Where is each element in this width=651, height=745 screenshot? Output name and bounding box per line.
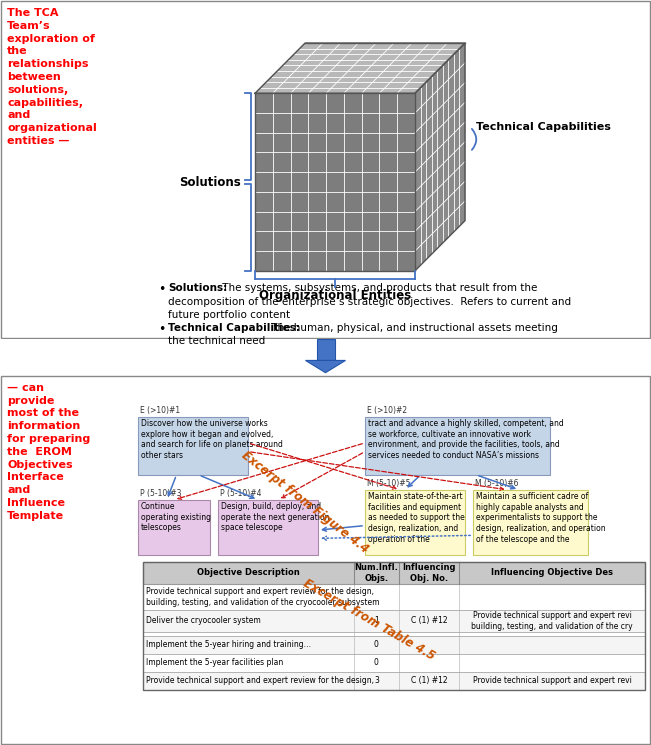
Text: M (5-10)#5: M (5-10)#5 <box>367 479 411 488</box>
Text: Implement the 5-year hiring and training…: Implement the 5-year hiring and training… <box>146 641 311 650</box>
Text: Implement the 5-year facilities plan: Implement the 5-year facilities plan <box>146 659 283 668</box>
Text: E (>10)#2: E (>10)#2 <box>367 406 407 415</box>
FancyBboxPatch shape <box>365 416 550 475</box>
Polygon shape <box>316 339 335 361</box>
Polygon shape <box>415 43 465 270</box>
Text: C (1) #12: C (1) #12 <box>411 616 447 625</box>
Polygon shape <box>305 361 346 372</box>
Polygon shape <box>255 43 465 93</box>
Text: Provide technical support and expert revi: Provide technical support and expert rev… <box>473 676 631 685</box>
Text: Excerpt from Figure 4.4: Excerpt from Figure 4.4 <box>239 448 371 555</box>
Text: The human, physical, and instructional assets meeting: The human, physical, and instructional a… <box>268 323 558 333</box>
Text: M (5-10)#6: M (5-10)#6 <box>475 479 518 488</box>
Text: Num.Infl.
Objs.: Num.Infl. Objs. <box>355 563 398 583</box>
Text: — can
provide
most of the
information
for preparing
the  EROM
Objectives
Interfa: — can provide most of the information fo… <box>7 383 90 521</box>
Text: Organizational Entities: Organizational Entities <box>259 289 411 302</box>
Text: The systems, subsystems, and products that result from the: The systems, subsystems, and products th… <box>219 283 537 293</box>
FancyBboxPatch shape <box>365 489 465 555</box>
Text: E (>10)#1: E (>10)#1 <box>140 406 180 415</box>
FancyBboxPatch shape <box>1 1 650 338</box>
Text: Technical Capabilities:: Technical Capabilities: <box>168 323 300 333</box>
FancyBboxPatch shape <box>143 562 645 584</box>
FancyBboxPatch shape <box>143 672 645 690</box>
Text: Provide technical support and expert revi
building, testing, and validation of t: Provide technical support and expert rev… <box>471 611 633 630</box>
Polygon shape <box>255 93 415 270</box>
FancyBboxPatch shape <box>143 636 645 654</box>
FancyBboxPatch shape <box>143 632 645 636</box>
Text: Deliver the cryocooler system: Deliver the cryocooler system <box>146 616 261 625</box>
Text: P (5-10)#3: P (5-10)#3 <box>140 489 182 498</box>
Text: Objective Description: Objective Description <box>197 568 300 577</box>
Text: Design, build, deploy, and
operate the next generation
space telescope: Design, build, deploy, and operate the n… <box>221 502 329 533</box>
Text: C (1) #12: C (1) #12 <box>411 676 447 685</box>
Text: Provide technical support and expert review for the design,: Provide technical support and expert rev… <box>146 676 374 685</box>
Text: Solutions:: Solutions: <box>168 283 227 293</box>
Text: 1: 1 <box>374 616 379 625</box>
FancyBboxPatch shape <box>143 654 645 672</box>
FancyBboxPatch shape <box>143 584 645 610</box>
Text: 3: 3 <box>374 676 379 685</box>
Text: Influencing
Obj. No.: Influencing Obj. No. <box>402 563 456 583</box>
FancyBboxPatch shape <box>1 375 650 744</box>
Text: Technical Capabilities: Technical Capabilities <box>476 122 611 132</box>
Text: Provide technical support and expert review for the design,
building, testing, a: Provide technical support and expert rev… <box>146 587 380 606</box>
Text: Maintain a sufficient cadre of
highly capable analysts and
experimentalists to s: Maintain a sufficient cadre of highly ca… <box>476 492 605 544</box>
Text: tract and advance a highly skilled, competent, and
se workforce, cultivate an in: tract and advance a highly skilled, comp… <box>368 419 564 460</box>
Text: future portfolio content: future portfolio content <box>168 310 290 320</box>
FancyBboxPatch shape <box>138 500 210 555</box>
Text: Solutions: Solutions <box>179 176 241 188</box>
Text: P (5-10)#4: P (5-10)#4 <box>220 489 262 498</box>
Text: Discover how the universe works
explore how it began and evolved,
and search for: Discover how the universe works explore … <box>141 419 283 460</box>
Text: Continue
operating existing
telescopes: Continue operating existing telescopes <box>141 502 211 533</box>
Text: Excerpt from Table 4.5: Excerpt from Table 4.5 <box>301 577 437 662</box>
Text: decomposition of the enterprise’s strategic objectives.  Refers to current and: decomposition of the enterprise’s strate… <box>168 297 571 307</box>
Text: 0: 0 <box>374 659 379 668</box>
FancyBboxPatch shape <box>143 610 645 632</box>
Text: Influencing Objective Des: Influencing Objective Des <box>491 568 613 577</box>
FancyBboxPatch shape <box>473 489 588 555</box>
FancyBboxPatch shape <box>218 500 318 555</box>
FancyBboxPatch shape <box>138 416 248 475</box>
Text: 0: 0 <box>374 641 379 650</box>
Text: Maintain state-of-the-art
facilities and equipment
as needed to support the
desi: Maintain state-of-the-art facilities and… <box>368 492 465 544</box>
Text: •: • <box>158 283 165 296</box>
Text: •: • <box>158 323 165 336</box>
Text: the technical need: the technical need <box>168 336 265 346</box>
Text: The TCA
Team’s
exploration of
the
relationships
between
solutions,
capabilities,: The TCA Team’s exploration of the relati… <box>7 8 97 146</box>
